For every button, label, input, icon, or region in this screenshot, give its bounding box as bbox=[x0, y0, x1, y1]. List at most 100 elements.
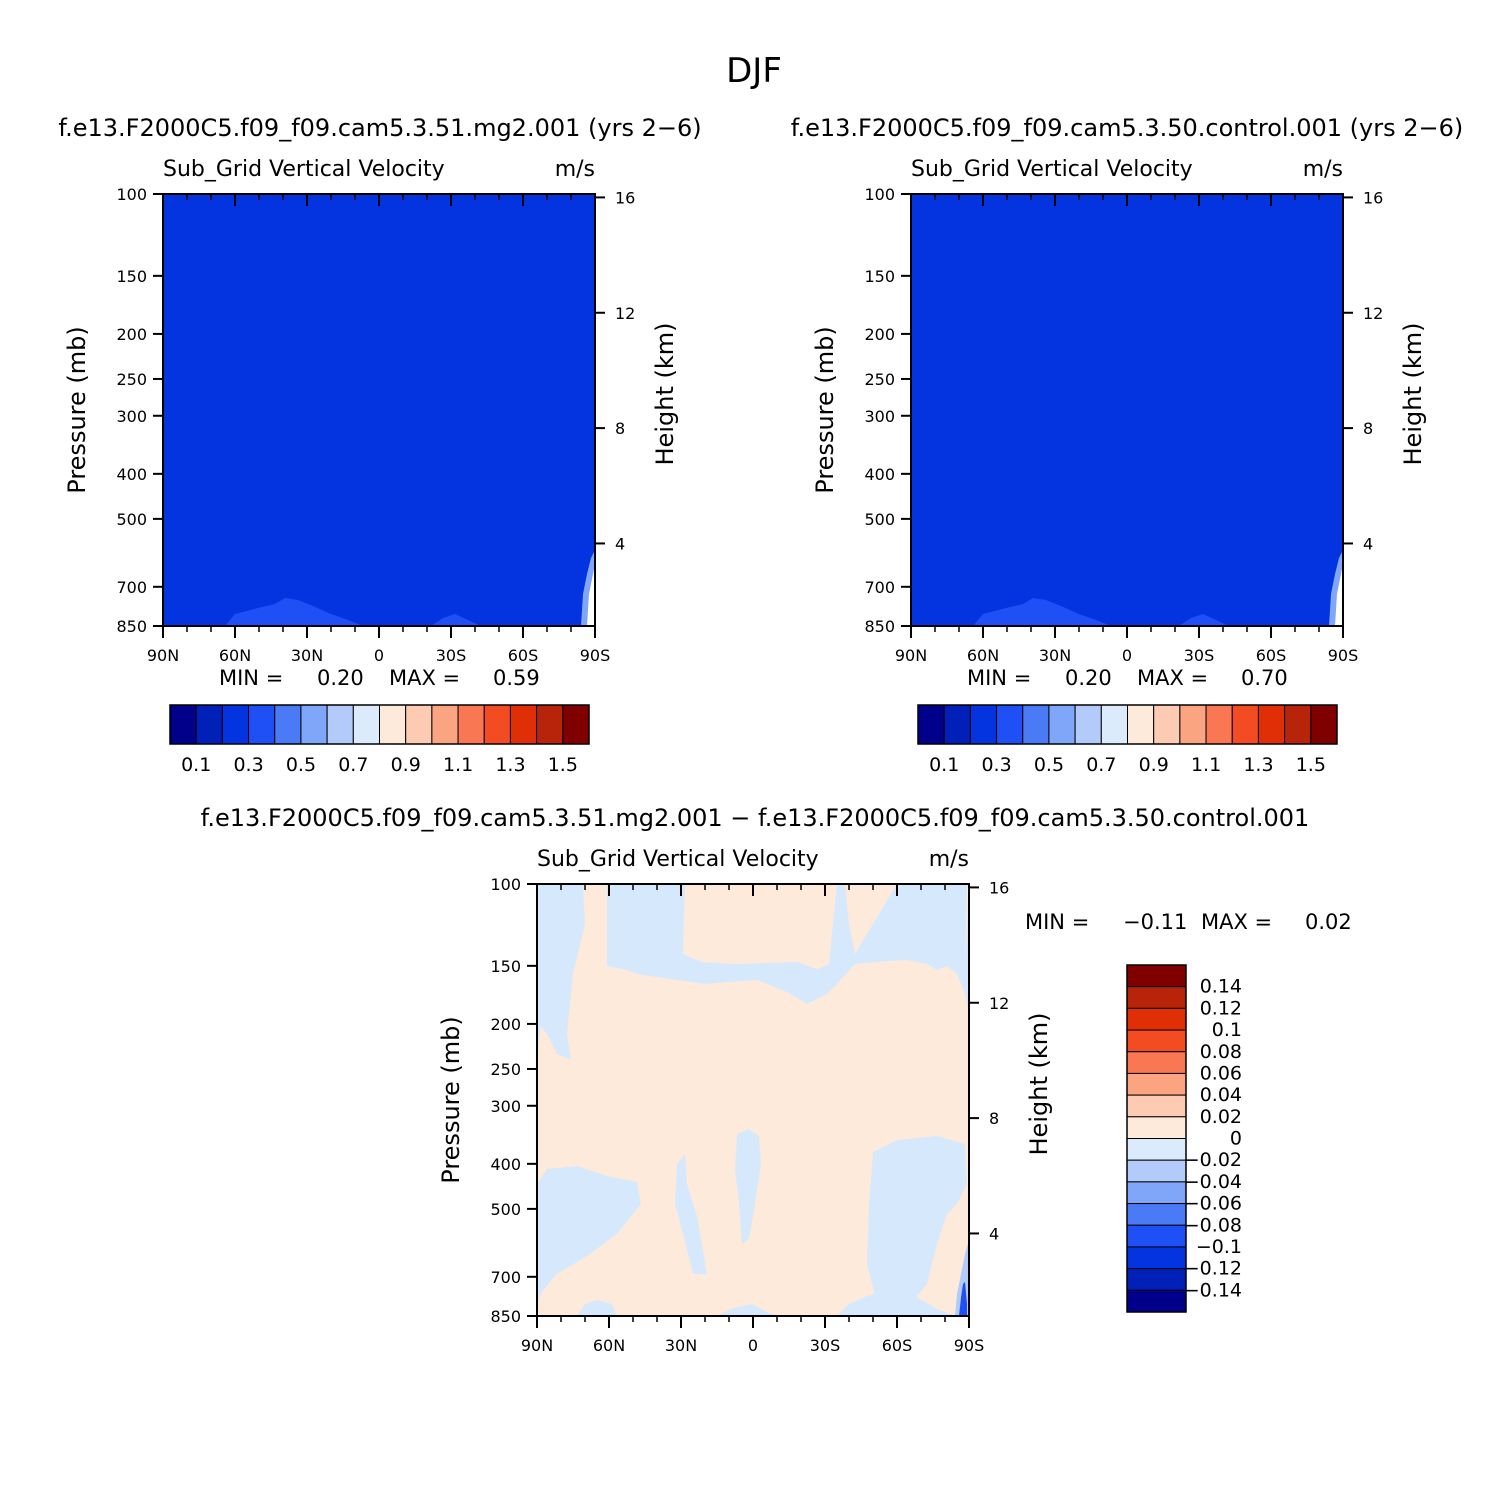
colorbar-swatch bbox=[562, 704, 590, 745]
colorbar-2 bbox=[917, 704, 1338, 745]
pressure-axis-label: Pressure (mb) bbox=[437, 1016, 465, 1183]
height-tick-label: 8 bbox=[615, 419, 625, 438]
colorbar-label: 1.5 bbox=[1296, 754, 1326, 776]
colorbar-swatch bbox=[1310, 704, 1338, 745]
pressure-tick-label: 400 bbox=[864, 465, 895, 484]
lat-tick-label: 60N bbox=[967, 646, 999, 665]
colorbar-label: 0.14 bbox=[1200, 976, 1242, 998]
contour-fill-0.5 bbox=[973, 598, 1111, 626]
contour-fill-0.5 bbox=[431, 614, 481, 626]
colorbar-swatch bbox=[431, 704, 459, 745]
colorbar-label: 0.9 bbox=[1139, 754, 1169, 776]
colorbar-label: 1.5 bbox=[548, 754, 578, 776]
height-tick-label: 16 bbox=[1363, 188, 1383, 207]
colorbar-swatch bbox=[352, 704, 380, 745]
pressure-tick-label: 250 bbox=[116, 370, 147, 389]
colorbar-label: −0.06 bbox=[1184, 1193, 1242, 1215]
colorbar-swatch bbox=[996, 704, 1024, 745]
contour-fill-0.4 bbox=[163, 194, 595, 626]
colorbar-label: 0.7 bbox=[1086, 754, 1116, 776]
pressure-axis-label: Pressure (mb) bbox=[811, 326, 839, 493]
colorbar-swatch bbox=[1126, 1224, 1187, 1248]
lat-tick-label: 60S bbox=[508, 646, 539, 665]
pressure-tick-label: 300 bbox=[490, 1097, 521, 1116]
colorbar-swatch bbox=[221, 704, 250, 745]
max-value: 0.02 bbox=[1305, 910, 1352, 934]
lat-tick-label: 30N bbox=[665, 1336, 697, 1355]
colorbar-swatch bbox=[169, 704, 197, 745]
lat-tick-label: 90S bbox=[954, 1336, 985, 1355]
colorbar-label: 0.5 bbox=[1034, 754, 1064, 776]
colorbar-label: 1.3 bbox=[1243, 754, 1273, 776]
figure-title: DJF bbox=[726, 51, 782, 91]
colorbar-swatch bbox=[1126, 1051, 1187, 1074]
colorbar-frame bbox=[169, 704, 590, 745]
colorbar-label: 0.04 bbox=[1200, 1084, 1242, 1106]
panel-subtitle: Sub_Grid Vertical Velocity bbox=[911, 157, 1193, 182]
pressure-tick-label: 100 bbox=[490, 875, 521, 894]
height-axis-label: Height (km) bbox=[651, 323, 679, 466]
colorbar-label: 0.12 bbox=[1200, 997, 1242, 1019]
contour-fill-negative bbox=[537, 1166, 641, 1304]
lat-tick-label: 60S bbox=[882, 1336, 913, 1355]
max-label: MAX = bbox=[1137, 666, 1208, 690]
colorbar-swatch bbox=[1179, 704, 1207, 745]
colorbar-label: 0.1 bbox=[1212, 1019, 1242, 1041]
panel-title: f.e13.F2000C5.f09_f09.cam5.3.51.mg2.001 … bbox=[58, 114, 701, 142]
height-tick-label: 4 bbox=[989, 1224, 999, 1243]
pressure-tick-label: 200 bbox=[490, 1015, 521, 1034]
height-tick-label: 12 bbox=[989, 994, 1009, 1013]
min-label: MIN = bbox=[1025, 910, 1089, 934]
min-value: 0.20 bbox=[317, 666, 364, 690]
pressure-tick-label: 250 bbox=[490, 1060, 521, 1079]
colorbar-label: −0.02 bbox=[1184, 1149, 1242, 1171]
colorbar-swatch bbox=[457, 704, 485, 745]
colorbar-swatch bbox=[943, 704, 971, 745]
pressure-tick-label: 400 bbox=[116, 465, 147, 484]
colorbar-swatch bbox=[326, 704, 354, 745]
contour-fill-negative bbox=[675, 1154, 707, 1274]
panel-2 bbox=[901, 193, 1353, 638]
max-value: 0.70 bbox=[1241, 666, 1288, 690]
contour-fill-0.5 bbox=[1179, 614, 1229, 626]
height-axis-label: Height (km) bbox=[1399, 323, 1427, 466]
pressure-tick-label: 850 bbox=[864, 617, 895, 636]
panel-units: m/s bbox=[1303, 157, 1343, 182]
colorbar-label: −0.04 bbox=[1184, 1171, 1242, 1193]
pressure-tick-label: 850 bbox=[490, 1307, 521, 1326]
min-value: 0.20 bbox=[1065, 666, 1112, 690]
colorbar-swatch bbox=[1126, 1159, 1187, 1183]
panel-units: m/s bbox=[929, 847, 969, 872]
colorbar-swatch bbox=[1126, 1094, 1187, 1118]
colorbar-swatch bbox=[1022, 704, 1050, 745]
contour-field bbox=[163, 194, 595, 626]
lat-tick-label: 0 bbox=[374, 646, 384, 665]
colorbar-frame bbox=[1126, 964, 1187, 1313]
contour-fill-negative bbox=[537, 884, 557, 1060]
panel-1 bbox=[153, 193, 605, 638]
pressure-tick-label: 850 bbox=[116, 617, 147, 636]
colorbar-label: 0 bbox=[1230, 1128, 1242, 1150]
colorbar-label: −0.14 bbox=[1184, 1279, 1242, 1301]
pressure-tick-label: 700 bbox=[116, 578, 147, 597]
colorbar-label: 1.3 bbox=[495, 754, 525, 776]
contour-fill-negative bbox=[717, 1304, 777, 1316]
pressure-tick-label: 100 bbox=[116, 185, 147, 204]
colorbar-swatch bbox=[1126, 1007, 1187, 1031]
colorbar-swatch bbox=[917, 704, 945, 745]
colorbar-label: 0.7 bbox=[338, 754, 368, 776]
lat-tick-label: 30S bbox=[436, 646, 467, 665]
lat-tick-label: 30S bbox=[810, 1336, 841, 1355]
colorbar-swatch bbox=[1257, 704, 1286, 745]
colorbar-swatch bbox=[483, 704, 511, 745]
contour-fill-negative bbox=[867, 1136, 967, 1304]
colorbar-swatch bbox=[1126, 1116, 1187, 1139]
contour-field bbox=[911, 194, 1343, 626]
colorbar-swatch bbox=[405, 704, 433, 745]
colorbar-swatch bbox=[1126, 964, 1187, 988]
lat-tick-label: 90N bbox=[895, 646, 927, 665]
colorbar-swatch bbox=[1153, 704, 1181, 745]
colorbar-frame bbox=[917, 704, 1338, 745]
lat-tick-label: 90N bbox=[521, 1336, 553, 1355]
pressure-tick-label: 500 bbox=[116, 510, 147, 529]
